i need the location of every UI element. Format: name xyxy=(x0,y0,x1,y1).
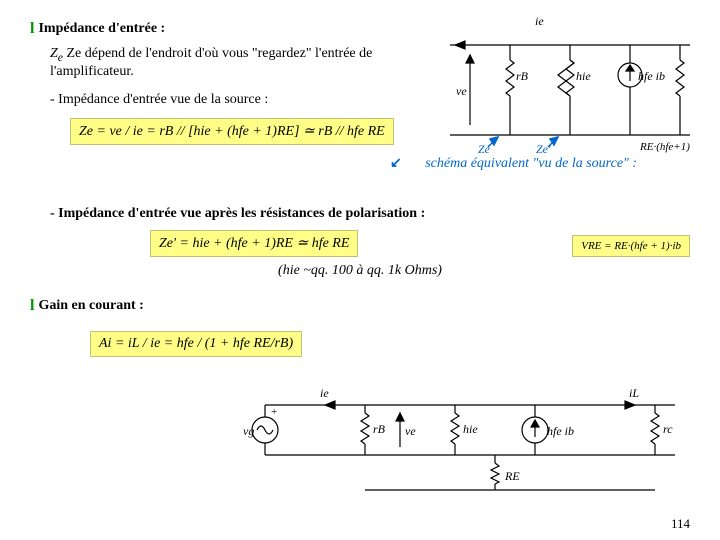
subhead-polarisation-text: - Impédance d'entrée vue après les résis… xyxy=(50,206,425,221)
section-gain-heading: l Gain en courant : xyxy=(30,297,690,315)
section-gain-title: Gain en courant : xyxy=(38,298,143,314)
label-hfeib: hfe ib xyxy=(638,69,665,83)
impedance-desc: Ze Ze dépend de l'endroit d'où vous "reg… xyxy=(50,46,390,80)
label-ze: Ze xyxy=(478,142,491,155)
label-rc: rc xyxy=(663,422,673,436)
page-number: 114 xyxy=(671,516,690,532)
formula-ze: Ze = ve / ie = rB // [hie + (hfe + 1)RE]… xyxy=(70,118,394,145)
label-vg: vg xyxy=(243,424,254,438)
bullet-icon-2: l xyxy=(30,297,34,315)
circuit-diagram-1: ie ve rB hie hfe ib Ze Ze' RE·(hfe+1) xyxy=(440,15,700,155)
label-ve2: ve xyxy=(405,424,416,438)
bullet-icon: l xyxy=(30,20,34,38)
label-hie: hie xyxy=(576,69,591,83)
formula-zep: Ze' = hie + (hfe + 1)RE ≃ hfe RE xyxy=(150,230,358,257)
section-impedance-title: Impédance d'entrée : xyxy=(38,21,165,37)
label-ie: ie xyxy=(535,15,544,28)
label-rb: rB xyxy=(516,69,529,83)
formula-vre: VRE = RE·(hfe + 1)·ib xyxy=(572,235,690,257)
label-zep: Ze' xyxy=(536,142,551,155)
formula-ai: Ai = iL / ie = hfe / (1 + hfe RE/rB) xyxy=(90,331,302,357)
label-re2: RE xyxy=(504,469,520,483)
label-iL: iL xyxy=(629,386,639,400)
impedance-desc-text: Ze dépend de l'endroit d'où vous "regard… xyxy=(50,46,372,79)
circuit-diagram-2: + vg ie rB ve hie hfe ib iL rc RE xyxy=(235,385,695,495)
label-plus: + xyxy=(271,406,277,418)
label-ie2: ie xyxy=(320,386,329,400)
label-hfeib2: hfe ib xyxy=(547,424,574,438)
schema-note: schéma équivalent "vu de la source" : xyxy=(425,156,637,171)
label-ve: ve xyxy=(456,84,467,98)
hie-note: (hie ~qq. 100 à qq. 1k Ohms) xyxy=(30,263,690,279)
subhead-polarisation: - Impédance d'entrée vue après les résis… xyxy=(50,206,690,222)
label-re: RE·(hfe+1) xyxy=(639,141,690,153)
label-hie2: hie xyxy=(463,422,478,436)
label-rb2: rB xyxy=(373,422,386,436)
arrow-icon: ↙ xyxy=(390,156,402,171)
